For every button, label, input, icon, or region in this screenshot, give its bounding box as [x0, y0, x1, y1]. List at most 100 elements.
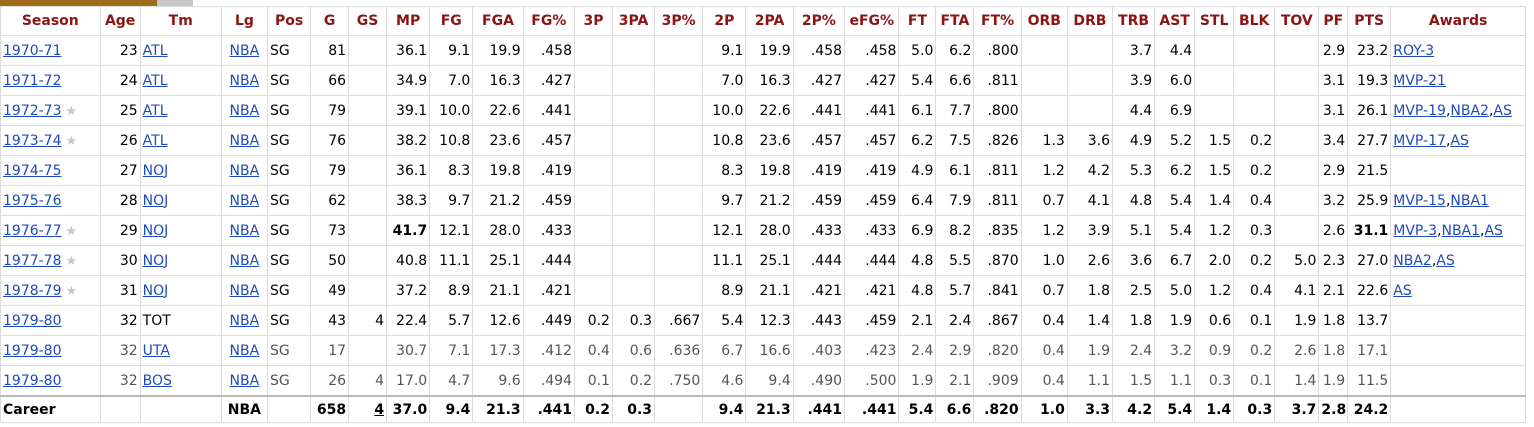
- team-link[interactable]: NOJ: [142, 192, 169, 209]
- column-header-age[interactable]: Age: [99, 6, 141, 36]
- minutes-cell: 30.7: [386, 335, 431, 366]
- column-header-2p-pct[interactable]: 2P%: [792, 6, 846, 36]
- season-link[interactable]: 1979-80: [3, 372, 62, 389]
- award-link[interactable]: NBA1: [1441, 222, 1481, 239]
- column-header-g[interactable]: G: [310, 6, 350, 36]
- season-cell: 1978-79 ★: [0, 275, 101, 306]
- column-header-fta[interactable]: FTA: [935, 6, 975, 36]
- career-games-started-cell[interactable]: 4: [348, 395, 388, 423]
- team-cell: NOJ: [139, 155, 222, 186]
- league-link[interactable]: NBA: [229, 312, 260, 329]
- column-header-2pa[interactable]: 2PA: [745, 6, 794, 36]
- team-link[interactable]: ATL: [142, 42, 168, 59]
- league-link[interactable]: NBA: [229, 162, 260, 179]
- column-header-awards[interactable]: Awards: [1390, 6, 1526, 36]
- season-link[interactable]: 1973-74: [3, 132, 62, 149]
- defensive-rebounds-value: 1.9: [1087, 342, 1111, 359]
- free-throw-pct-cell: .811: [973, 65, 1022, 96]
- award-link[interactable]: MVP-15: [1393, 192, 1446, 209]
- column-header-3p-pct[interactable]: 3P%: [654, 6, 704, 36]
- column-header-pts[interactable]: PTS: [1347, 6, 1392, 36]
- league-link[interactable]: NBA: [229, 342, 260, 359]
- inactive-tab-indicator[interactable]: [157, 0, 193, 6]
- award-link[interactable]: MVP-19: [1393, 102, 1446, 119]
- column-header-fga[interactable]: FGA: [472, 6, 524, 36]
- season-link[interactable]: 1974-75: [3, 162, 62, 179]
- turnovers-value: 1.4: [1294, 372, 1317, 389]
- column-header-mp[interactable]: MP: [386, 6, 431, 36]
- column-header-orb[interactable]: ORB: [1020, 6, 1068, 36]
- two-pointers-value: 12.1: [712, 222, 744, 239]
- column-header-blk[interactable]: BLK: [1233, 6, 1276, 36]
- award-link[interactable]: AS: [1450, 132, 1469, 149]
- column-header-drb[interactable]: DRB: [1066, 6, 1114, 36]
- award-link[interactable]: MVP-21: [1393, 72, 1446, 89]
- award-link[interactable]: MVP-3: [1393, 222, 1438, 239]
- league-link[interactable]: NBA: [229, 102, 260, 119]
- column-header-ft-pct[interactable]: FT%: [973, 6, 1022, 36]
- column-header-3p[interactable]: 3P: [573, 6, 613, 36]
- column-header-lg[interactable]: Lg: [220, 6, 268, 36]
- team-link[interactable]: ATL: [142, 132, 168, 149]
- season-link[interactable]: 1979-80: [3, 342, 62, 359]
- team-link[interactable]: NOJ: [142, 162, 169, 179]
- season-link[interactable]: 1976-77: [3, 222, 62, 239]
- award-link[interactable]: MVP-17: [1393, 132, 1446, 149]
- column-header-fg[interactable]: FG: [429, 6, 474, 36]
- team-link[interactable]: NOJ: [142, 252, 169, 269]
- column-header-ft[interactable]: FT: [898, 6, 937, 36]
- total-rebounds-value: 4.9: [1129, 132, 1153, 149]
- season-link[interactable]: 1971-72: [3, 72, 62, 89]
- column-header-2p[interactable]: 2P: [702, 6, 747, 36]
- team-link[interactable]: ATL: [142, 72, 168, 89]
- active-tab-indicator[interactable]: [0, 0, 157, 6]
- three-pointers-cell: [573, 245, 613, 276]
- league-link[interactable]: NBA: [229, 282, 260, 299]
- team-link[interactable]: BOS: [142, 372, 172, 389]
- team-link[interactable]: NOJ: [142, 222, 169, 239]
- season-link[interactable]: 1970-71: [3, 42, 62, 59]
- league-link[interactable]: NBA: [229, 192, 260, 209]
- personal-fouls-value: 1.8: [1322, 342, 1346, 359]
- award-link[interactable]: AS: [1484, 222, 1503, 239]
- column-header-3pa[interactable]: 3PA: [611, 6, 656, 36]
- season-link[interactable]: 1978-79: [3, 282, 62, 299]
- league-link[interactable]: NBA: [229, 252, 260, 269]
- column-header-efg-pct[interactable]: eFG%: [844, 6, 900, 36]
- three-pointers-cell: 0.1: [573, 365, 613, 397]
- award-link[interactable]: AS: [1493, 102, 1512, 119]
- award-link[interactable]: NBA2: [1450, 102, 1489, 119]
- award-link[interactable]: NBA2: [1393, 252, 1432, 269]
- league-link[interactable]: NBA: [229, 42, 260, 59]
- award-link[interactable]: AS: [1436, 252, 1455, 269]
- column-header-trb[interactable]: TRB: [1112, 6, 1156, 36]
- column-header-tov[interactable]: TOV: [1274, 6, 1320, 36]
- league-link[interactable]: NBA: [229, 132, 260, 149]
- column-header-pos[interactable]: Pos: [266, 6, 312, 36]
- two-point-attempts-cell: 25.1: [745, 245, 794, 276]
- league-link[interactable]: NBA: [229, 222, 260, 239]
- offensive-rebounds-cell: 1.2: [1020, 215, 1068, 246]
- team-link[interactable]: NOJ: [142, 282, 169, 299]
- season-link[interactable]: 1979-80: [3, 312, 62, 329]
- column-header-tm[interactable]: Tm: [139, 6, 222, 36]
- league-link[interactable]: NBA: [229, 372, 260, 389]
- season-link[interactable]: 1977-78: [3, 252, 62, 269]
- column-header-stl[interactable]: STL: [1194, 6, 1235, 36]
- season-link[interactable]: 1972-73: [3, 102, 62, 119]
- games-cell: 73: [310, 215, 350, 246]
- award-link[interactable]: NBA1: [1450, 192, 1489, 209]
- team-link[interactable]: ATL: [142, 102, 168, 119]
- column-header-gs[interactable]: GS: [348, 6, 388, 36]
- column-header-fg-pct[interactable]: FG%: [522, 6, 575, 36]
- column-header-ast[interactable]: AST: [1154, 6, 1196, 36]
- field-goal-attempts-value: 17.3: [489, 342, 521, 359]
- league-link[interactable]: NBA: [229, 72, 260, 89]
- season-link[interactable]: 1975-76: [3, 192, 62, 209]
- award-link[interactable]: AS: [1393, 282, 1412, 299]
- team-link[interactable]: UTA: [142, 342, 170, 359]
- games-started-cell: [348, 215, 388, 246]
- column-header-pf[interactable]: PF: [1318, 6, 1349, 36]
- award-link[interactable]: ROY-3: [1393, 42, 1435, 59]
- column-header-season[interactable]: Season: [0, 6, 101, 36]
